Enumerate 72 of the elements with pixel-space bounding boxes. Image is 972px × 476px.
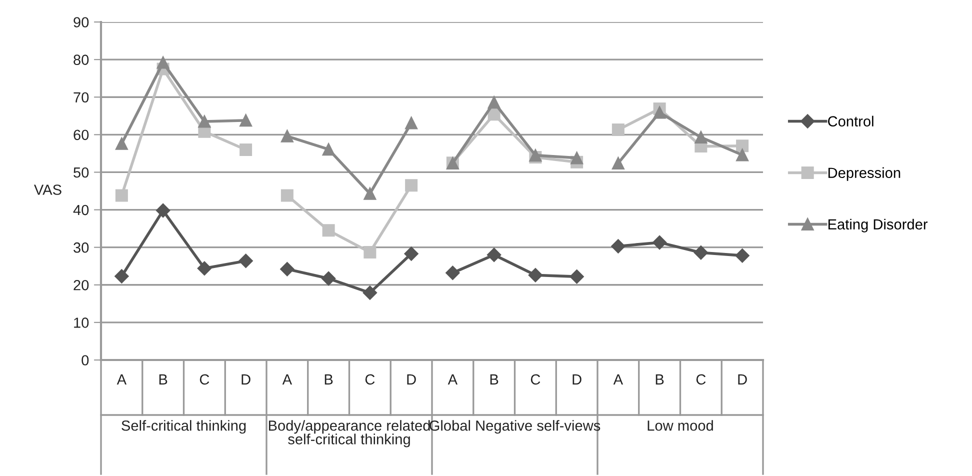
point: [238, 254, 253, 268]
x-tick-label: C: [200, 374, 210, 385]
x-tick-label: B: [656, 374, 664, 384]
y-tick-label: 90: [74, 17, 89, 28]
point: [404, 246, 418, 261]
legend-label: Eating Disorder: [828, 218, 928, 232]
point: [611, 239, 626, 254]
x-tick-label: A: [448, 374, 458, 384]
point: [694, 131, 708, 144]
point: [321, 271, 336, 286]
point: [197, 261, 212, 276]
point: [322, 143, 335, 156]
point: [156, 203, 170, 218]
point: [736, 140, 749, 152]
point: [280, 189, 294, 202]
x-tick-label: D: [407, 374, 416, 384]
point: [280, 262, 294, 276]
y-tick-label: 70: [74, 92, 89, 103]
y-tick-label: 50: [74, 167, 89, 178]
point: [486, 248, 502, 262]
legend-label: Control: [828, 116, 874, 127]
point: [528, 268, 543, 282]
x-tick-label: C: [530, 374, 540, 385]
point: [694, 246, 708, 260]
point: [115, 189, 128, 202]
point: [240, 143, 252, 156]
point: [570, 270, 584, 284]
point: [198, 115, 211, 128]
point: [736, 148, 749, 162]
point: [735, 248, 750, 263]
text: Low mood: [648, 420, 713, 431]
point: [115, 137, 128, 150]
point: [612, 124, 624, 136]
point: [446, 266, 460, 280]
x-tick-label: A: [116, 374, 127, 384]
text: Global Negative self-views: [430, 420, 600, 434]
point: [322, 224, 335, 237]
y-tick-label: 0: [82, 355, 89, 366]
x-tick-label: A: [613, 374, 624, 384]
point: [362, 286, 378, 300]
point: [240, 114, 252, 127]
x-tick-label: B: [159, 374, 168, 384]
y-tick-label: 30: [74, 242, 89, 253]
y-tick-label: 60: [74, 130, 89, 140]
point: [114, 269, 129, 284]
x-tick-label: D: [242, 374, 250, 384]
point: [156, 56, 170, 69]
x-tick-label: D: [572, 374, 582, 384]
point: [612, 156, 624, 170]
point: [652, 235, 667, 250]
point: [364, 246, 376, 258]
point: [488, 96, 500, 109]
legend-label: Depression: [828, 167, 900, 181]
y-axis-title: VAS: [34, 184, 62, 195]
point: [405, 116, 418, 130]
x-tick-label: C: [365, 374, 375, 385]
y-tick-label: 80: [74, 54, 89, 65]
point: [570, 152, 584, 164]
point: [280, 130, 294, 142]
point: [653, 106, 666, 119]
x-tick-label: B: [324, 374, 333, 384]
text: Body/appearance related self-critical thinking: [268, 420, 430, 448]
x-tick-label: A: [282, 374, 292, 384]
y-tick-label: 40: [73, 204, 89, 216]
x-tick-label: D: [738, 374, 747, 384]
y-tick-label: 10: [74, 318, 89, 328]
y-tick-label: 20: [74, 280, 89, 290]
text: Self-critical thinking: [122, 420, 246, 434]
point: [364, 187, 376, 200]
x-tick-label: C: [696, 374, 706, 385]
x-tick-label: B: [490, 374, 498, 384]
point: [405, 179, 418, 192]
